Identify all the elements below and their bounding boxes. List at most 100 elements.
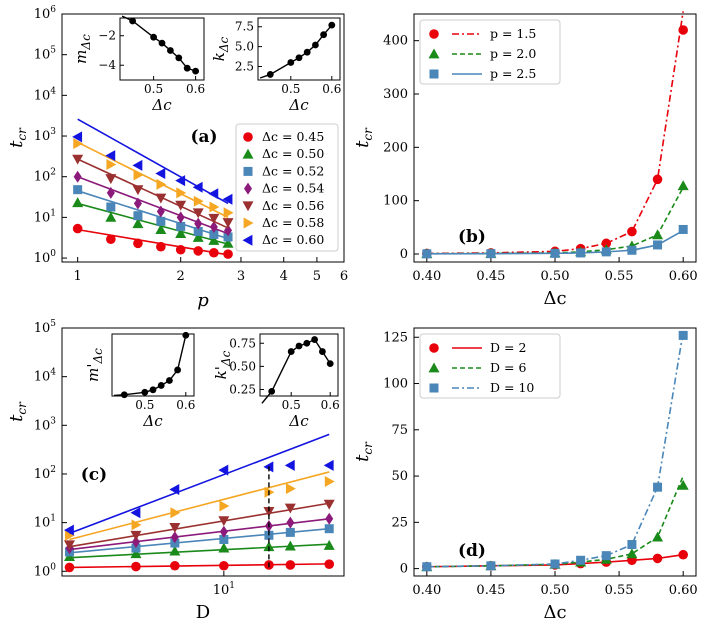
data-point: [170, 507, 181, 519]
data-point: [284, 459, 295, 471]
inset-y-label: kΔc: [210, 36, 231, 61]
inset-point: [311, 336, 318, 343]
inset-bg: [258, 18, 340, 80]
legend-label: D = 2: [490, 340, 526, 355]
data-point: [192, 208, 204, 219]
panel-label: (a): [190, 127, 217, 147]
inset-point: [295, 54, 303, 62]
inset-y-tick-label: 0.50: [229, 359, 256, 373]
data-point: [209, 221, 218, 234]
data-point: [678, 25, 688, 35]
legend-marker: [242, 234, 253, 246]
inset-point: [120, 391, 128, 399]
data-point: [222, 193, 233, 205]
legend-marker: [242, 148, 254, 159]
x-axis-label: p: [197, 290, 209, 311]
x-tick-label: 0.60: [669, 583, 698, 598]
x-tick-label: 101: [213, 581, 235, 598]
data-point: [73, 185, 83, 195]
data-point: [132, 159, 143, 171]
data-point: [626, 548, 638, 559]
legend-marker: [429, 29, 439, 39]
data-point: [627, 226, 637, 237]
data-point: [550, 559, 560, 569]
data-point: [324, 559, 335, 569]
inset-m-prime: 0.5 0.6 Δc m'Δc: [84, 331, 195, 430]
fit-line: [69, 471, 330, 541]
data-point: [170, 531, 179, 544]
inset-point: [326, 360, 334, 368]
data-point: [601, 238, 612, 249]
data-point: [218, 464, 229, 476]
inset-y-tick-label: 2.5: [235, 59, 254, 73]
inset-y-tick-label: −2: [98, 29, 116, 43]
data-point: [155, 193, 167, 204]
inset-x-tick-label: 0.6: [176, 398, 195, 412]
y-tick-label: 103: [34, 416, 57, 433]
inset-k-prime: 0.5 0.6 0.25 0.50 0.75 Δc k'Δc: [212, 333, 340, 430]
data-point: [133, 169, 144, 181]
legend-marker: [429, 343, 439, 353]
data-point: [106, 186, 115, 199]
x-tick-label: 0.40: [412, 583, 441, 598]
panel-d: 0.40 0.45 0.50 0.55 0.60 0 25 50 75 100 125 Δc tcr D …: [352, 327, 698, 623]
data-point: [653, 240, 663, 250]
data-point: [222, 218, 234, 228]
data-point: [601, 247, 611, 257]
legend-marker: [242, 201, 254, 212]
inset-frame: [119, 17, 205, 81]
legend-label: Δc = 0.60: [262, 232, 324, 247]
legend-frame: [419, 333, 561, 399]
data-point: [175, 200, 187, 211]
inset-frame: [111, 333, 195, 397]
x-tick-label: 1: [74, 269, 82, 284]
fit-line: [77, 202, 229, 245]
data-point: [176, 187, 187, 199]
data-point: [223, 232, 233, 242]
legend-marker: [243, 166, 253, 176]
data-point: [576, 248, 586, 258]
data-point: [130, 507, 141, 519]
data-point: [286, 516, 295, 529]
data-point: [209, 201, 220, 213]
x-tick-label: 0.55: [605, 269, 634, 284]
fit-line: [69, 502, 330, 548]
y-tick-label: 100: [383, 194, 408, 209]
data-point: [155, 167, 166, 179]
x-tick-label: 0.55: [605, 583, 634, 598]
y-tick-label: 105: [34, 319, 57, 336]
inset-point: [303, 48, 311, 56]
legend-label: Δc = 0.56: [262, 198, 324, 213]
y-tick-label: 104: [34, 86, 57, 103]
panel-b: 0.40 0.45 0.50 0.55 0.60 0 100 200 300 400 Δc tcr p …: [352, 11, 698, 309]
data-point: [208, 235, 220, 245]
inset-point: [182, 331, 190, 339]
data-point: [678, 224, 688, 234]
inset-point: [167, 47, 174, 54]
y-tick-label: 0: [400, 247, 408, 262]
inset-y-tick-label: 7.5: [235, 20, 254, 34]
data-point: [131, 561, 141, 572]
inset-point: [149, 386, 157, 394]
data-point: [133, 211, 143, 221]
fit-line: [426, 475, 684, 568]
data-point: [601, 551, 611, 561]
fit-line: [77, 141, 229, 219]
inset-point: [129, 17, 137, 25]
inset-point: [150, 33, 158, 41]
x-tick-label: 3: [237, 269, 245, 284]
inset-x-label: Δc: [288, 96, 309, 114]
legend-marker: [243, 217, 254, 229]
inset-point: [192, 67, 200, 75]
data-point: [130, 530, 142, 541]
x-axis-label: Δc: [543, 288, 566, 309]
legend-label: p = 2.0: [490, 46, 536, 61]
y-tick-label: 50: [391, 469, 408, 484]
plot-frame: [61, 13, 345, 263]
panel-label: (b): [458, 227, 486, 247]
data-point: [73, 138, 84, 150]
data-point: [486, 561, 496, 571]
inset-x-tick-label: 0.5: [282, 398, 301, 412]
data-point: [133, 197, 142, 210]
legend-label: p = 2.5: [490, 66, 536, 81]
